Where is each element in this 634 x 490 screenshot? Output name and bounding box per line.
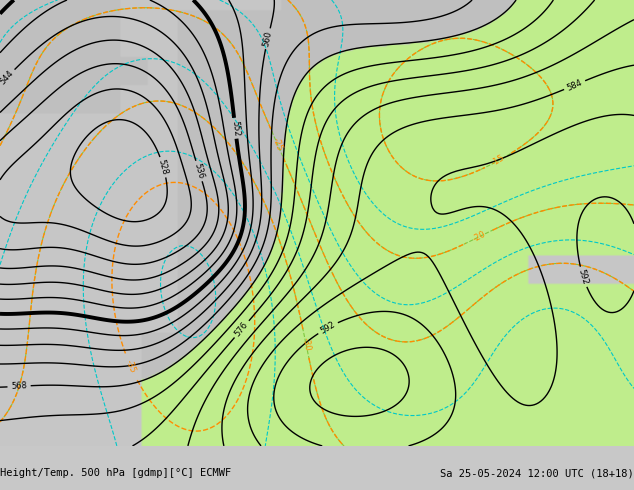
- Text: 592: 592: [319, 320, 337, 336]
- Text: -15: -15: [490, 153, 507, 168]
- Text: -35: -35: [124, 359, 138, 374]
- Text: 592: 592: [577, 268, 590, 286]
- Text: -30: -30: [301, 337, 312, 352]
- Text: 528: 528: [157, 158, 170, 176]
- Text: 552: 552: [230, 120, 240, 137]
- Text: 544: 544: [0, 69, 15, 86]
- Text: Height/Temp. 500 hPa [gdmp][°C] ECMWF: Height/Temp. 500 hPa [gdmp][°C] ECMWF: [0, 468, 231, 478]
- Text: 568: 568: [11, 381, 27, 391]
- Text: 576: 576: [233, 320, 250, 338]
- Text: 560: 560: [262, 30, 274, 48]
- Text: -25: -25: [271, 137, 284, 152]
- Text: -20: -20: [471, 229, 488, 244]
- Text: 536: 536: [193, 162, 205, 180]
- Text: 584: 584: [566, 78, 584, 93]
- Text: Sa 25-05-2024 12:00 UTC (18+18): Sa 25-05-2024 12:00 UTC (18+18): [440, 468, 634, 478]
